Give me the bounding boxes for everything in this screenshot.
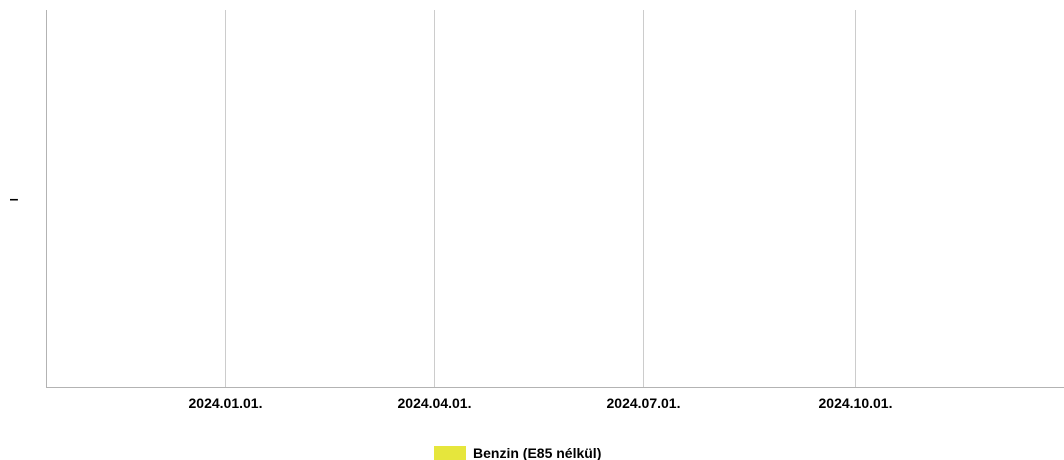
gridlines: [225, 10, 856, 387]
x-tick-label: 2024.01.01.: [189, 395, 263, 411]
legend[interactable]: Benzin (E85 nélkül): [434, 445, 601, 460]
y-tick-labels: –: [10, 191, 19, 208]
legend-swatch: [434, 446, 466, 460]
legend-label: Benzin (E85 nélkül): [473, 445, 601, 460]
x-tick-label: 2024.04.01.: [398, 395, 472, 411]
y-tick-label: –: [10, 191, 19, 208]
x-tick-label: 2024.07.01.: [607, 395, 681, 411]
x-tick-labels: 2024.01.01. 2024.04.01. 2024.07.01. 2024.10…: [189, 395, 893, 411]
legend-item[interactable]: Benzin (E85 nélkül): [434, 445, 601, 460]
x-tick-label: 2024.10.01.: [819, 395, 893, 411]
